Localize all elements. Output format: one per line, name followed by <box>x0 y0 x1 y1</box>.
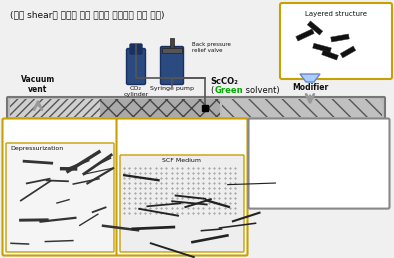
Text: Depressurization: Depressurization <box>10 146 63 151</box>
Text: ScCO₂: ScCO₂ <box>210 77 238 86</box>
Text: Dispersion
- Penetration
- High shear: Dispersion - Penetration - High shear <box>124 123 187 153</box>
Text: Layered structure: Layered structure <box>305 11 367 17</box>
Text: SCF Medium: SCF Medium <box>162 158 201 163</box>
Text: Green: Green <box>215 86 243 95</box>
Polygon shape <box>307 21 323 35</box>
Polygon shape <box>340 46 356 58</box>
Text: (: ( <box>210 86 213 95</box>
Bar <box>10 99 100 117</box>
Polygon shape <box>313 43 331 53</box>
Polygon shape <box>331 34 349 42</box>
FancyBboxPatch shape <box>160 46 184 85</box>
Text: solvent): solvent) <box>243 86 280 95</box>
FancyBboxPatch shape <box>126 49 145 85</box>
Polygon shape <box>300 74 320 82</box>
FancyBboxPatch shape <box>7 97 385 119</box>
FancyBboxPatch shape <box>280 3 392 79</box>
Text: Vacuum
vent: Vacuum vent <box>21 75 55 94</box>
Text: Modifier: Modifier <box>292 83 328 92</box>
FancyBboxPatch shape <box>130 44 142 54</box>
Text: Reactive
extrusion
- Grafting
- Crosslinking: Reactive extrusion - Grafting - Crosslin… <box>255 123 320 163</box>
Bar <box>100 99 220 117</box>
FancyBboxPatch shape <box>117 118 247 255</box>
Bar <box>222 99 382 117</box>
Bar <box>162 48 182 53</box>
FancyBboxPatch shape <box>249 118 390 209</box>
Text: Expansion
- Exfoliation: Expansion - Exfoliation <box>31 123 89 142</box>
Polygon shape <box>296 29 314 41</box>
Text: Back pressure
relief valve: Back pressure relief valve <box>192 42 231 53</box>
Text: Syringe pump: Syringe pump <box>150 86 194 91</box>
Bar <box>170 38 174 50</box>
FancyBboxPatch shape <box>2 118 117 255</box>
Polygon shape <box>322 50 338 60</box>
FancyBboxPatch shape <box>6 143 114 252</box>
Text: CO₂
cylinder: CO₂ cylinder <box>123 86 149 97</box>
FancyBboxPatch shape <box>120 155 244 252</box>
Text: (높은 shear를 이용한 나노 필러의 고분자내 분산 효과): (높은 shear를 이용한 나노 필러의 고분자내 분산 효과) <box>10 10 165 19</box>
